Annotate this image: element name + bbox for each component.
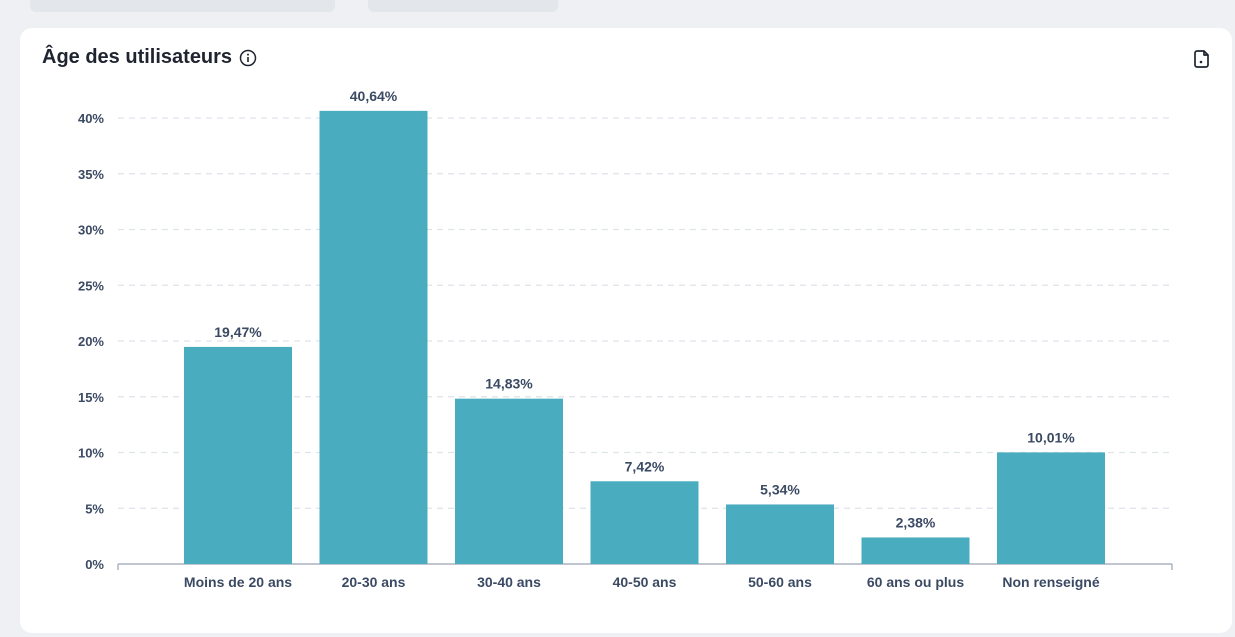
x-tick-label: Moins de 20 ans (184, 574, 292, 590)
bar (319, 110, 428, 564)
export-document-icon[interactable] (1190, 47, 1214, 71)
x-tick-label: Non renseigné (1002, 574, 1099, 590)
y-tick-label: 30% (78, 223, 104, 238)
y-tick-label: 15% (78, 390, 104, 405)
y-tick-label: 35% (78, 167, 104, 182)
chart-title: Âge des utilisateurs (42, 46, 233, 68)
y-tick-label: 10% (78, 446, 104, 461)
bar-value-label: 2,38% (896, 514, 936, 530)
info-circle-icon[interactable] (239, 49, 257, 67)
top-tab-left[interactable] (30, 0, 335, 12)
x-tick-label: 30-40 ans (477, 574, 541, 590)
bar-value-label: 40,64% (350, 88, 398, 104)
x-tick-label: 20-30 ans (342, 574, 406, 590)
bar-value-label: 10,01% (1027, 429, 1075, 445)
bar (861, 537, 970, 564)
y-tick-label: 40% (78, 111, 104, 126)
y-tick-label: 25% (78, 278, 104, 293)
bar-value-label: 19,47% (214, 324, 262, 340)
bar-value-label: 5,34% (760, 481, 800, 497)
bar (997, 452, 1105, 564)
bar-value-label: 14,83% (485, 376, 533, 392)
y-tick-label: 5% (85, 501, 104, 516)
y-tick-label: 0% (85, 557, 104, 572)
top-tab-right[interactable] (368, 0, 558, 12)
bar (726, 504, 834, 564)
x-tick-label: 50-60 ans (748, 574, 812, 590)
y-tick-label: 20% (78, 334, 104, 349)
title-row: Âge des utilisateurs (42, 46, 257, 69)
bar (184, 346, 292, 564)
bar (455, 398, 563, 564)
bar (590, 481, 699, 564)
x-tick-label: 40-50 ans (613, 574, 677, 590)
bar-value-label: 7,42% (625, 458, 665, 474)
x-tick-label: 60 ans ou plus (867, 574, 964, 590)
